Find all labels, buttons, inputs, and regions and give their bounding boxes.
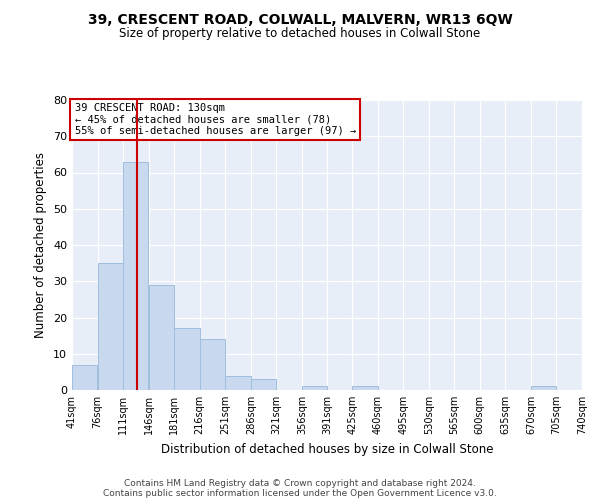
Text: Distribution of detached houses by size in Colwall Stone: Distribution of detached houses by size …	[161, 442, 493, 456]
Y-axis label: Number of detached properties: Number of detached properties	[34, 152, 47, 338]
Bar	[226, 376, 251, 390]
Bar	[98, 263, 123, 390]
Bar	[149, 285, 174, 390]
Bar	[352, 386, 377, 390]
Text: Contains public sector information licensed under the Open Government Licence v3: Contains public sector information licen…	[103, 488, 497, 498]
Bar	[531, 386, 556, 390]
Text: Contains HM Land Registry data © Crown copyright and database right 2024.: Contains HM Land Registry data © Crown c…	[124, 478, 476, 488]
Bar	[251, 379, 276, 390]
Bar	[302, 386, 327, 390]
Bar	[72, 364, 97, 390]
Text: Size of property relative to detached houses in Colwall Stone: Size of property relative to detached ho…	[119, 28, 481, 40]
Bar	[175, 328, 200, 390]
Text: 39, CRESCENT ROAD, COLWALL, MALVERN, WR13 6QW: 39, CRESCENT ROAD, COLWALL, MALVERN, WR1…	[88, 12, 512, 26]
Bar	[123, 162, 148, 390]
Text: 39 CRESCENT ROAD: 130sqm
← 45% of detached houses are smaller (78)
55% of semi-d: 39 CRESCENT ROAD: 130sqm ← 45% of detach…	[74, 103, 356, 136]
Bar	[200, 339, 225, 390]
